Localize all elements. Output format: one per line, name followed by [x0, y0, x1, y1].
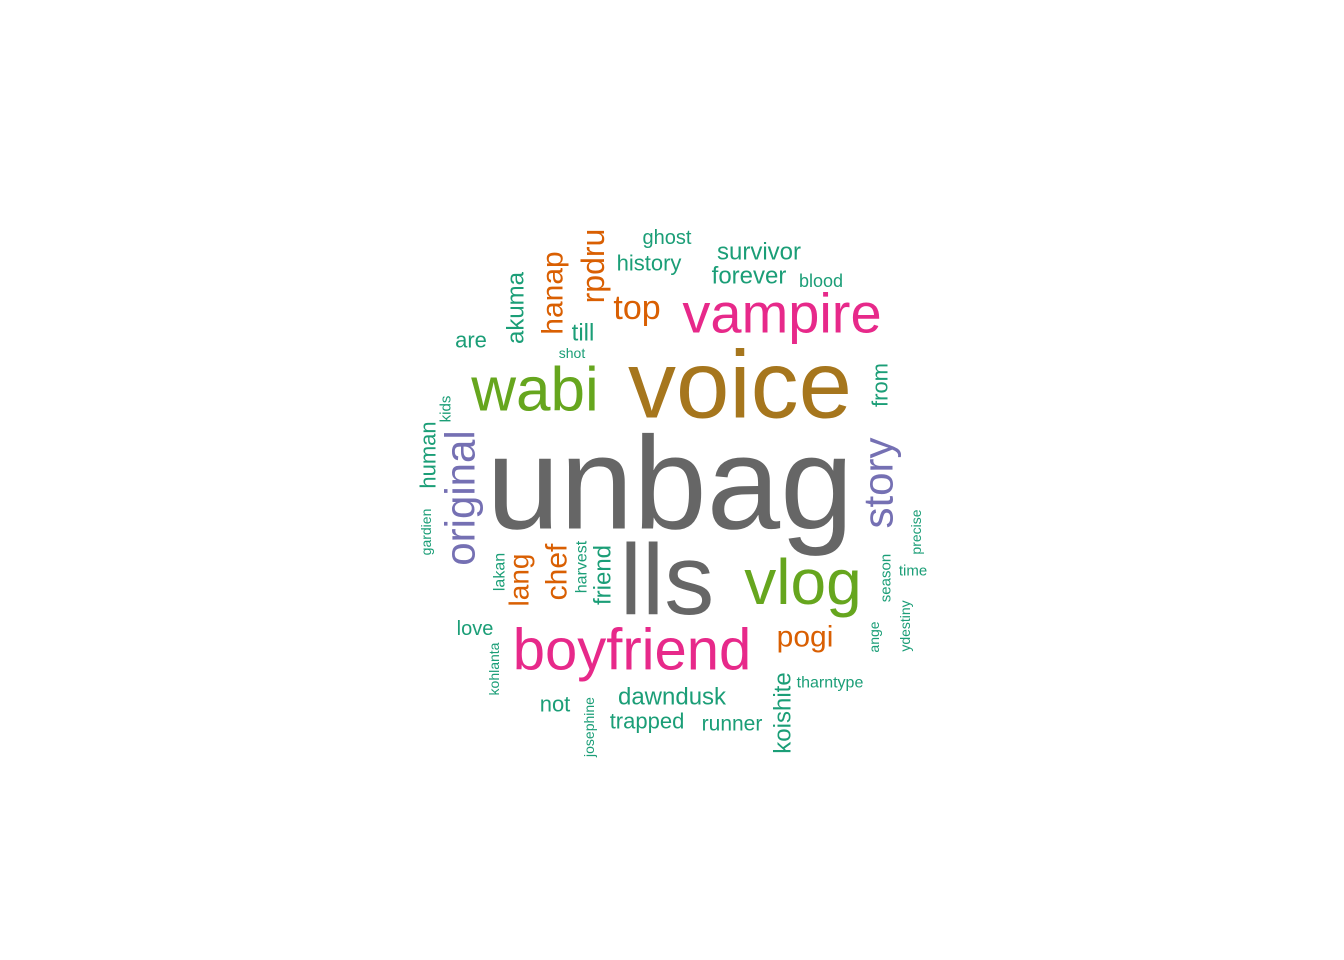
- word-voice: voice: [628, 332, 852, 439]
- word-season: season: [878, 554, 895, 602]
- word-gardien: gardien: [418, 509, 434, 556]
- word-vampire: vampire: [682, 282, 881, 345]
- word-ange: ange: [866, 621, 882, 652]
- word-harvest: harvest: [574, 540, 591, 593]
- word-are: are: [455, 328, 487, 353]
- word-boyfriend: boyfriend: [513, 618, 752, 683]
- word-chef: chef: [541, 543, 574, 600]
- word-from: from: [868, 363, 893, 407]
- word-ghost: ghost: [643, 227, 692, 249]
- word-blood: blood: [799, 271, 843, 291]
- word-love: love: [457, 618, 494, 640]
- word-not: not: [540, 692, 571, 717]
- word-trapped: trapped: [610, 709, 685, 734]
- word-lakan: lakan: [492, 553, 509, 591]
- word-kohlanta: kohlanta: [486, 642, 502, 695]
- word-original: original: [437, 430, 484, 565]
- word-ydestiny: ydestiny: [897, 600, 913, 651]
- word-human: human: [416, 421, 441, 488]
- word-vlog: vlog: [744, 546, 861, 618]
- word-rpdru: rpdru: [575, 229, 611, 304]
- word-akuma: akuma: [503, 271, 530, 344]
- word-koishite: koishite: [770, 672, 797, 753]
- word-forever: forever: [712, 263, 787, 290]
- word-survivor: survivor: [717, 239, 801, 266]
- word-tharntype: tharntype: [797, 675, 864, 692]
- word-pogi: pogi: [777, 621, 834, 654]
- word-history: history: [617, 251, 682, 276]
- word-top: top: [613, 289, 660, 327]
- word-story: story: [855, 437, 902, 528]
- word-time: time: [899, 563, 927, 580]
- word-unbag: unbag: [486, 410, 853, 557]
- word-runner: runner: [702, 713, 763, 736]
- word-dawndusk: dawndusk: [618, 684, 727, 711]
- word-lls: lls: [620, 524, 714, 636]
- word-wabi: wabi: [470, 356, 599, 425]
- word-hanap: hanap: [537, 251, 570, 334]
- word-till: till: [572, 320, 595, 347]
- word-kids: kids: [438, 396, 455, 423]
- word-josephine: josephine: [581, 697, 597, 758]
- word-shot: shot: [559, 345, 586, 361]
- word-friend: friend: [590, 545, 617, 605]
- word-lang: lang: [504, 554, 535, 607]
- word-precise: precise: [908, 509, 924, 554]
